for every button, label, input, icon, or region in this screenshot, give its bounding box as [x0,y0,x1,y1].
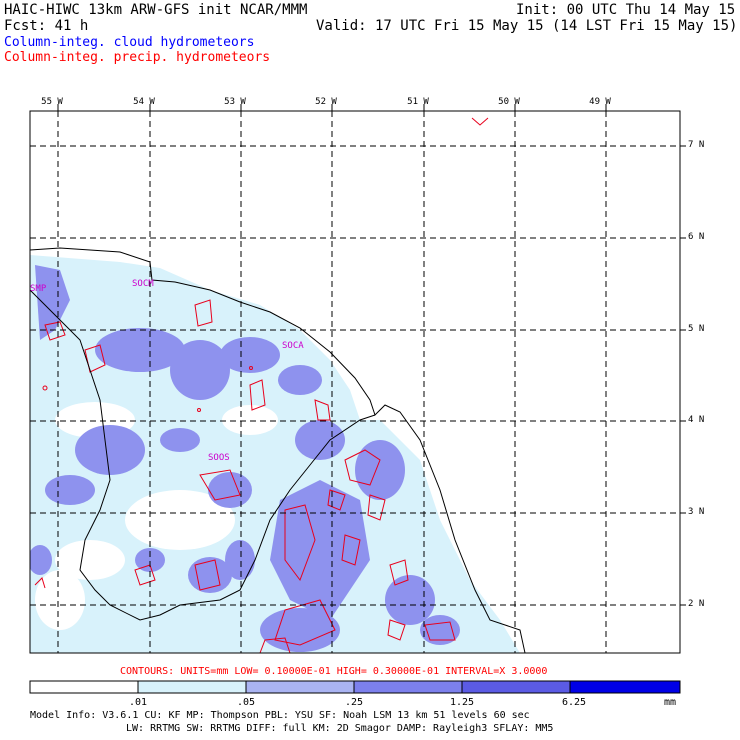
lon-label: 50 W [498,97,520,107]
colorbar-label: 1.25 [449,697,475,708]
colorbar-label: 6.25 [561,697,587,708]
lat-label: 4 N [688,415,705,425]
colorbar-label: .01 [128,697,148,708]
station-label-socm: SOCM [132,279,154,289]
lat-label: 2 N [688,599,705,609]
plot-title: HAIC-HIWC 13km ARW-GFS init NCAR/MMM [4,2,308,18]
contour-info: CONTOURS: UNITS=mm LOW= 0.10000E-01 HIGH… [120,666,548,677]
model-info-line2: LW: RRTMG SW: RRTMG DIFF: full KM: 2D Sm… [126,723,554,734]
forecast-hour: Fcst: 41 h [4,18,89,34]
model-info-line1: Model Info: V3.6.1 CU: KF MP: Thompson P… [30,710,530,721]
lon-label: 53 W [224,97,246,107]
valid-time: Valid: 17 UTC Fri 15 May 15 (14 LST Fri … [316,18,738,34]
station-label-soca: SOCA [282,341,304,351]
field-label-precip: Column-integ. precip. hydrometeors [4,50,271,65]
shaded-field [30,255,520,653]
colorbar [29,680,681,694]
init-time: Init: 00 UTC Thu 14 May 15 [516,2,736,18]
lon-label: 51 W [407,97,429,107]
map-frame [29,110,681,654]
lon-label: 54 W [133,97,155,107]
lat-label: 5 N [688,324,705,334]
precip-contours [34,117,489,653]
lon-label: 49 W [589,97,611,107]
lat-lon-grid [30,111,680,653]
grid-ticks [57,104,686,606]
station-label-soos: SOOS [208,453,230,463]
colorbar-label: .25 [344,697,364,708]
lat-label: 3 N [688,507,705,517]
lon-label: 55 W [41,97,63,107]
colorbar-label: .05 [236,697,256,708]
colorbar-units: mm [663,697,677,708]
field-label-cloud: Column-integ. cloud hydrometeors [4,35,255,50]
lat-label: 7 N [688,140,705,150]
lon-label: 52 W [315,97,337,107]
lat-label: 6 N [688,232,705,242]
station-label-smp: SMP [30,284,47,294]
